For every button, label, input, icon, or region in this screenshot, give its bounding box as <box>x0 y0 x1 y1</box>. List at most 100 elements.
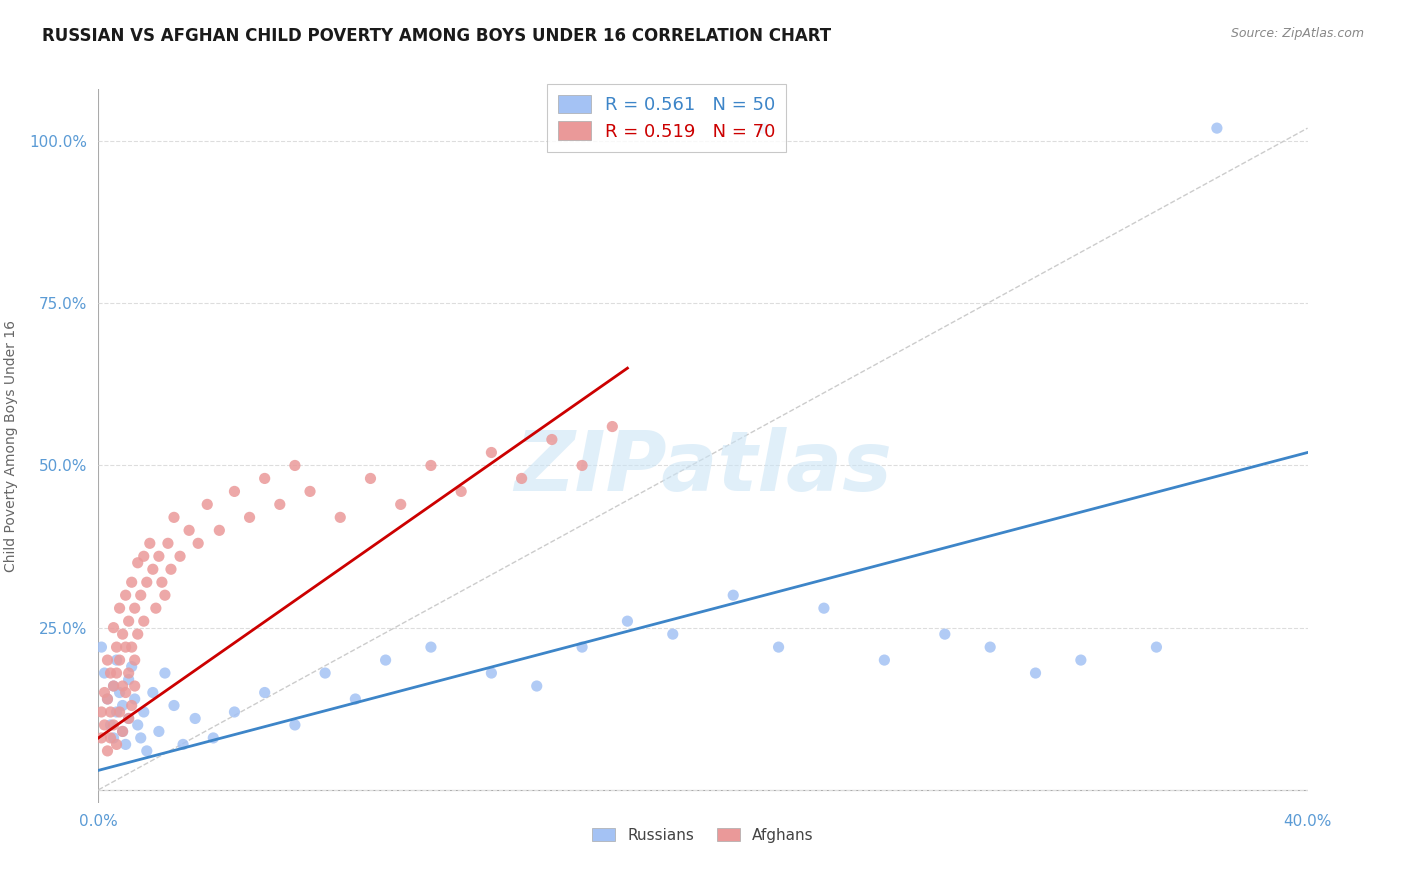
Point <box>139 536 162 550</box>
Point <box>103 718 125 732</box>
Point <box>208 524 231 538</box>
Point <box>118 673 141 687</box>
Point <box>153 666 176 681</box>
Point <box>121 575 143 590</box>
Point <box>723 588 745 602</box>
Point <box>129 731 152 745</box>
Point <box>148 724 170 739</box>
Point <box>124 679 146 693</box>
Point <box>135 744 157 758</box>
Point <box>195 497 218 511</box>
Point <box>96 744 118 758</box>
Point <box>118 711 141 725</box>
Point <box>100 666 122 681</box>
Point <box>114 588 136 602</box>
Point <box>114 640 136 654</box>
Point <box>163 698 186 713</box>
Point <box>103 679 125 693</box>
Point <box>1144 640 1167 654</box>
Point <box>124 653 146 667</box>
Point <box>526 679 548 693</box>
Point <box>420 640 443 654</box>
Point <box>111 679 134 693</box>
Point <box>344 692 367 706</box>
Point <box>813 601 835 615</box>
Point <box>132 705 155 719</box>
Point <box>118 666 141 681</box>
Point <box>148 549 170 564</box>
Text: RUSSIAN VS AFGHAN CHILD POVERTY AMONG BOYS UNDER 16 CORRELATION CHART: RUSSIAN VS AFGHAN CHILD POVERTY AMONG BO… <box>42 27 831 45</box>
Point <box>253 471 276 485</box>
Point <box>752 121 775 136</box>
Point <box>602 419 624 434</box>
Text: ZIPatlas: ZIPatlas <box>515 427 891 508</box>
Point <box>93 685 115 699</box>
Point <box>111 627 134 641</box>
Point <box>103 679 125 693</box>
Point <box>105 738 128 752</box>
Point <box>118 614 141 628</box>
Point <box>121 698 143 713</box>
Point <box>979 640 1001 654</box>
Point <box>184 711 207 725</box>
Point <box>114 738 136 752</box>
Point <box>108 601 131 615</box>
Point <box>103 731 125 745</box>
Point <box>96 692 118 706</box>
Point <box>1024 666 1046 681</box>
Point <box>616 614 638 628</box>
Point <box>111 698 134 713</box>
Point <box>105 705 128 719</box>
Point <box>96 692 118 706</box>
Point <box>284 718 307 732</box>
Point <box>96 653 118 667</box>
Point <box>127 718 149 732</box>
Point <box>768 640 790 654</box>
Legend: Russians, Afghans: Russians, Afghans <box>586 822 820 848</box>
Point <box>661 627 683 641</box>
Point <box>150 575 173 590</box>
Point <box>389 497 412 511</box>
Point <box>571 640 593 654</box>
Point <box>420 458 443 473</box>
Point <box>179 524 201 538</box>
Point <box>481 666 503 681</box>
Point <box>450 484 472 499</box>
Point <box>172 738 194 752</box>
Point <box>127 556 149 570</box>
Y-axis label: Child Poverty Among Boys Under 16: Child Poverty Among Boys Under 16 <box>4 320 18 572</box>
Point <box>163 510 186 524</box>
Point <box>121 659 143 673</box>
Point <box>108 653 131 667</box>
Point <box>571 458 593 473</box>
Point <box>111 724 134 739</box>
Point <box>269 497 291 511</box>
Point <box>124 692 146 706</box>
Point <box>124 601 146 615</box>
Point <box>105 653 128 667</box>
Point <box>93 666 115 681</box>
Point <box>105 640 128 654</box>
Point <box>299 484 322 499</box>
Point <box>145 601 167 615</box>
Point <box>142 562 165 576</box>
Point <box>108 685 131 699</box>
Point <box>121 640 143 654</box>
Point <box>314 666 336 681</box>
Point <box>90 640 112 654</box>
Point <box>253 685 276 699</box>
Point <box>129 588 152 602</box>
Point <box>142 685 165 699</box>
Point <box>224 484 246 499</box>
Point <box>160 562 183 576</box>
Point <box>90 705 112 719</box>
Point <box>100 718 122 732</box>
Point <box>108 705 131 719</box>
Point <box>103 621 125 635</box>
Point <box>202 731 225 745</box>
Point <box>481 445 503 459</box>
Point <box>360 471 382 485</box>
Point <box>100 705 122 719</box>
Point <box>100 731 122 745</box>
Point <box>114 685 136 699</box>
